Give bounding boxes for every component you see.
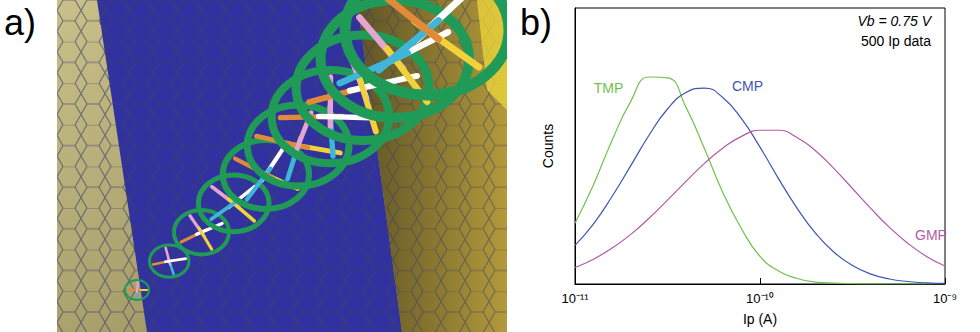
svg-text:Vb = 0.75 V: Vb = 0.75 V bbox=[857, 13, 932, 29]
svg-text:CMP: CMP bbox=[732, 78, 763, 94]
svg-text:GMP: GMP bbox=[915, 227, 947, 243]
html-text:b): b) bbox=[520, 2, 552, 43]
svg-text:500 Ip data: 500 Ip data bbox=[861, 33, 931, 49]
svg-text:TMP: TMP bbox=[594, 80, 624, 96]
svg-text:10⁻¹¹: 10⁻¹¹ bbox=[561, 291, 589, 306]
svg-text:10⁻⁹: 10⁻⁹ bbox=[933, 291, 957, 306]
svg-text:10⁻¹⁰: 10⁻¹⁰ bbox=[746, 291, 774, 306]
html-text:a): a) bbox=[4, 2, 36, 43]
svg-text:Ip (A): Ip (A) bbox=[743, 311, 777, 327]
svg-text:Counts: Counts bbox=[540, 124, 556, 168]
